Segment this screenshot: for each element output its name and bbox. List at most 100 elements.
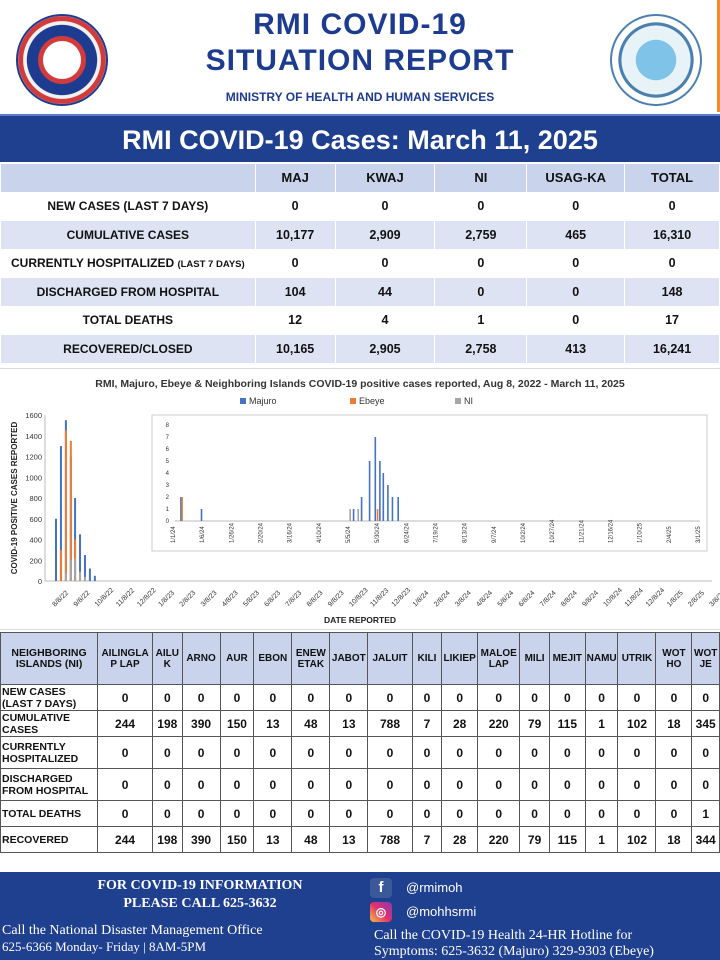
x-tick-label: 3/8/24: [454, 590, 473, 609]
summary-row-new-cases: NEW CASES (LAST 7 DAYS) 0 0 0 0 0: [0, 191, 720, 221]
bar-ni: [69, 560, 72, 581]
ni-island-header: MEJIT: [548, 632, 586, 685]
row-label: TOTAL DEATHS: [0, 800, 99, 827]
ni-cell: 0: [519, 800, 550, 827]
facebook-handle[interactable]: @rmimoh: [406, 880, 463, 895]
ni-cell: 0: [691, 768, 720, 801]
inset-x-tick-label: 2/4/25: [667, 526, 673, 543]
ni-island-header: KILI: [411, 632, 443, 685]
cases-chart: RMI, Majuro, Ebeye & Neighboring Islands…: [0, 368, 720, 630]
ni-cell: 0: [411, 736, 443, 769]
bar-ebeye: [69, 440, 72, 581]
ni-row-recovered: RECOVERED 244 198 390 150 13 48 13 788 7 28 220 79 1…: [0, 826, 720, 853]
inset-bar-majuro: [180, 497, 182, 521]
ni-cell: 220: [477, 710, 521, 737]
ni-cell: 0: [152, 684, 183, 711]
ni-cell: 0: [519, 684, 550, 711]
cell: 0: [624, 248, 720, 278]
x-tick-label: 2/8/24: [433, 590, 452, 609]
ni-cell: 0: [617, 800, 657, 827]
ni-row-cumulative: CUMULATIVE CASES 244 198 390 150 13 48 13 788 7 2…: [0, 710, 720, 737]
cell: 1: [434, 305, 528, 335]
ni-cell: 0: [441, 800, 479, 827]
ni-cell: 0: [253, 800, 293, 827]
report-title-line1: RMI COVID-19: [253, 8, 467, 41]
cell: 4: [334, 305, 436, 335]
ni-island-header: WOT JE: [691, 632, 720, 685]
ni-cell: 13: [329, 826, 369, 853]
x-tick-label: 11/8/23: [369, 587, 390, 608]
summary-header-row: MAJ KWAJ NI USAG-KA TOTAL: [0, 163, 720, 193]
ni-cell: 0: [367, 800, 413, 827]
ni-cell: 0: [477, 800, 521, 827]
inset-bar-majuro: [382, 473, 385, 521]
y-tick-label: 1200: [25, 453, 42, 462]
instagram-icon: ◎: [370, 902, 392, 922]
cell: 0: [334, 191, 436, 221]
ni-cell: 0: [152, 800, 183, 827]
y-tick-label: 200: [29, 556, 42, 565]
row-label: RECOVERED: [0, 826, 99, 853]
ni-cell: 0: [329, 800, 369, 827]
bar-ebeye: [64, 430, 67, 581]
x-tick-label: 3/8/25: [708, 590, 720, 609]
inset-bar-majuro: [387, 485, 389, 521]
ni-cell: 0: [519, 768, 550, 801]
row-label-main: CURRENTLY HOSPITALIZED: [10, 256, 175, 271]
cell: 0: [254, 191, 336, 221]
ni-cell: 1: [584, 826, 619, 853]
bar-ni: [83, 576, 86, 581]
ni-cell: 0: [219, 768, 255, 801]
inset-bar-majuro: [352, 509, 355, 521]
x-tick-label: 10/8/22: [94, 587, 116, 609]
ni-cell: 220: [477, 826, 521, 853]
summary-table: MAJ KWAJ NI USAG-KA TOTAL NEW CASES (LAS…: [0, 163, 720, 364]
x-tick-label: 1/8/23: [157, 590, 176, 609]
hotline-numbers: Symptoms: 625-3632 (Majuro) 329-9303 (Eb…: [374, 944, 654, 959]
cell: 2,909: [334, 220, 436, 250]
bar-ni: [64, 572, 67, 581]
bar-majuro: [88, 568, 91, 581]
report-title-line2: SITUATION REPORT: [205, 44, 515, 77]
inset-y-tick-label: 5: [166, 459, 170, 465]
ni-cell: 48: [291, 826, 331, 853]
cell: 465: [526, 220, 626, 250]
row-label: CUMULATIVE CASES: [0, 220, 256, 250]
inset-x-tick-label: 1/1/24: [171, 526, 177, 543]
ni-cell: 0: [655, 684, 693, 711]
ni-cell: 0: [219, 684, 255, 711]
inset-x-tick-label: 5/5/24: [346, 526, 352, 543]
ni-island-header: MALOE LAP: [477, 632, 521, 685]
ni-cell: 0: [548, 684, 586, 711]
summary-row-cumulative: CUMULATIVE CASES 10,177 2,909 2,759 465 …: [0, 220, 720, 250]
ni-cell: 0: [411, 684, 443, 711]
cases-date-banner: RMI COVID-19 Cases: March 11, 2025: [0, 114, 720, 162]
ni-cell: 0: [548, 768, 586, 801]
cell: 0: [526, 277, 626, 307]
inset-bar-majuro: [200, 509, 203, 521]
bar-majuro: [55, 518, 57, 581]
inset-y-tick-label: 7: [166, 435, 170, 441]
ni-cell: 244: [97, 710, 154, 737]
instagram-handle[interactable]: @mohhsrmi: [406, 904, 477, 919]
row-label: NEW CASES (LAST 7 DAYS): [0, 684, 99, 711]
ni-cell: 0: [152, 768, 183, 801]
cell: 0: [526, 305, 626, 335]
row-label: DISCHARGED FROM HOSPITAL: [0, 768, 99, 801]
ni-cell: 0: [584, 736, 619, 769]
bar-ebeye: [59, 549, 62, 581]
ni-cell: 102: [617, 826, 657, 853]
cell: 0: [434, 248, 528, 278]
ni-cell: 0: [691, 736, 720, 769]
x-tick-label: 8/8/22: [51, 590, 70, 609]
inset-y-tick-label: 3: [166, 483, 170, 489]
ni-cell: 115: [548, 710, 586, 737]
hotline-line: Call the COVID-19 Health 24-HR Hotline f…: [374, 928, 633, 943]
ni-cell: 0: [367, 736, 413, 769]
inset-y-tick-label: 6: [166, 447, 170, 453]
bar-majuro: [83, 555, 86, 581]
inset-y-tick-label: 4: [166, 471, 170, 477]
x-tick-label: 8/8/24: [560, 590, 579, 609]
ni-cell: 1: [584, 710, 619, 737]
